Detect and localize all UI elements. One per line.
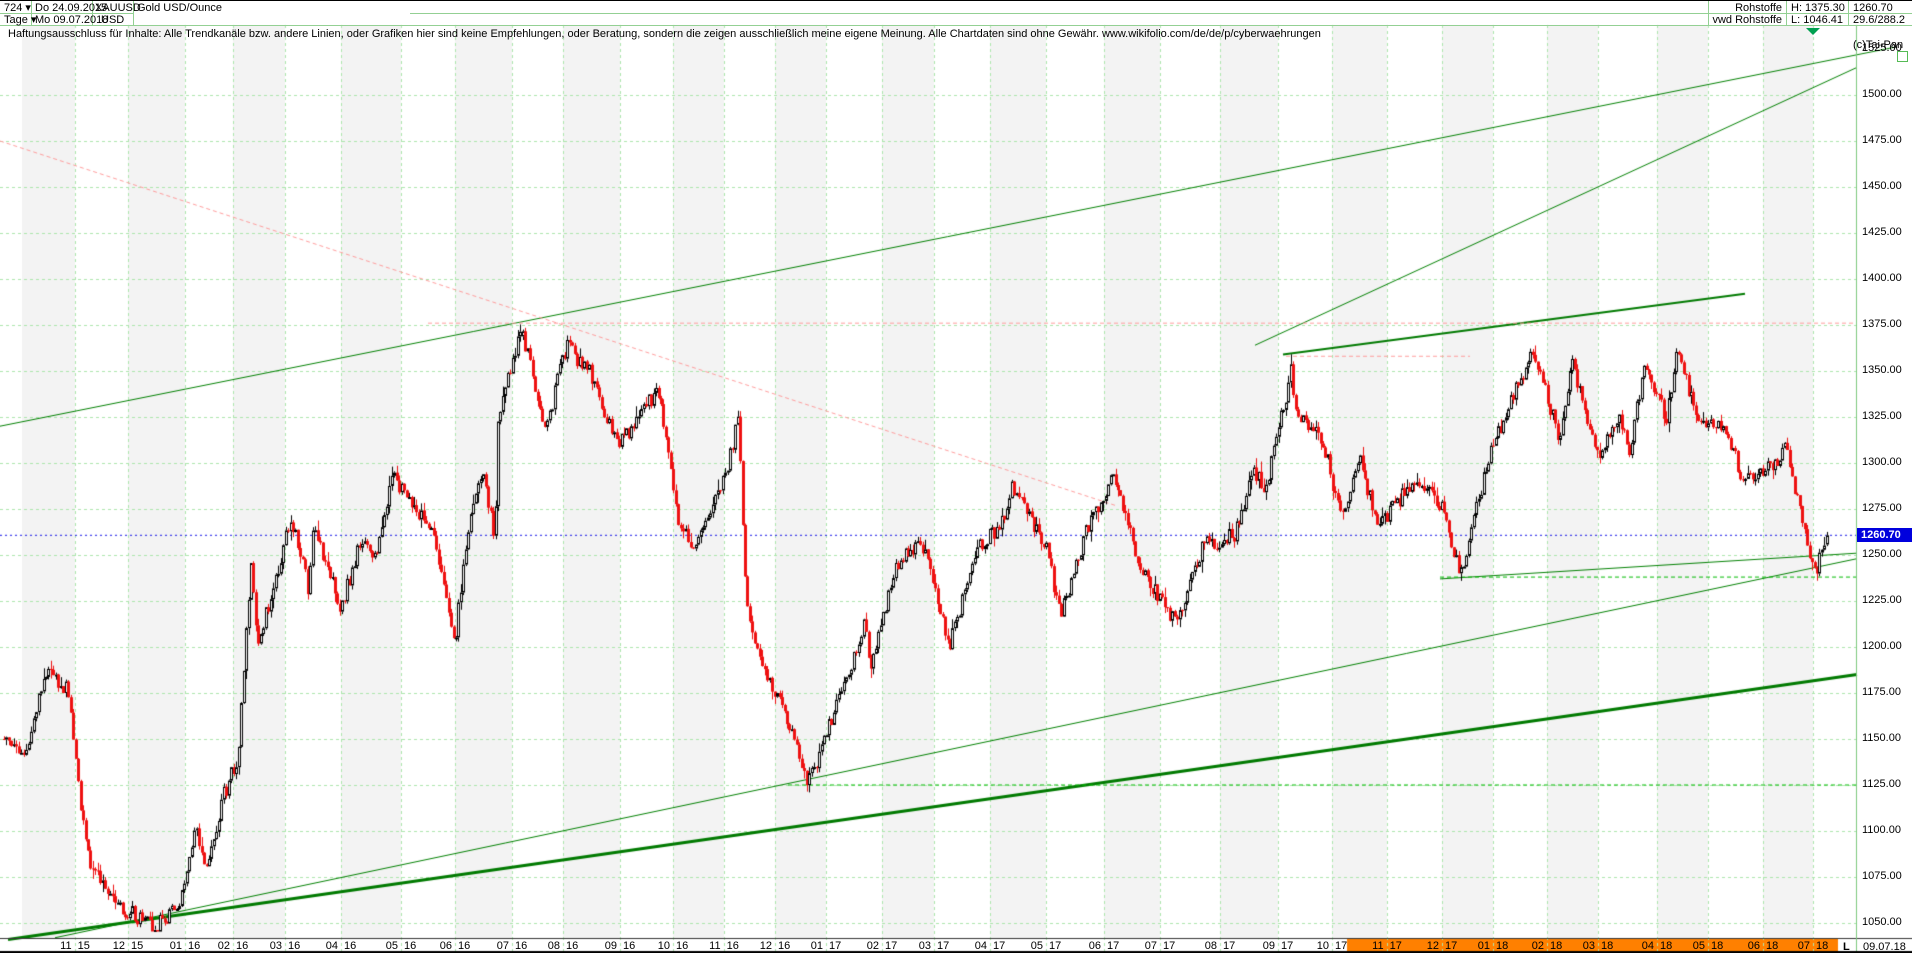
last-price-header: 1260.70 — [1853, 2, 1893, 14]
y-axis-label: 1425.00 — [1862, 226, 1902, 238]
last-date-label: 09.07.18 — [1863, 941, 1906, 953]
end-date: Mo 09.07.2018 — [35, 14, 109, 26]
x-axis-month-label: 03 17 — [918, 940, 950, 952]
x-axis-month-label: 01 16 — [169, 940, 201, 952]
x-axis-month-label: 03 18 — [1582, 940, 1614, 952]
y-axis-label: 1100.00 — [1862, 824, 1901, 836]
feed-label: vwd Rohstoffe — [1712, 14, 1782, 26]
x-axis-month-label: 10 16 — [657, 940, 689, 952]
x-axis-month-label: 10 17 — [1316, 940, 1348, 952]
x-axis-month-label: 11 17 — [1372, 940, 1402, 952]
x-axis-month-label: 05 18 — [1692, 940, 1724, 952]
y-axis-label: 1350.00 — [1862, 364, 1902, 376]
y-axis-label: 1200.00 — [1862, 640, 1902, 652]
instrument-title: Gold USD/Ounce — [137, 2, 222, 14]
x-axis-month-label: 06 16 — [439, 940, 471, 952]
disclaimer-text: Haftungsausschluss für Inhalte: Alle Tre… — [8, 28, 1321, 40]
x-axis-month-label: 02 17 — [866, 940, 898, 952]
y-axis-label: 1050.00 — [1862, 916, 1902, 928]
currency-label: USD — [101, 14, 125, 26]
y-axis-label: 1450.00 — [1862, 180, 1902, 192]
chart-handle-icon[interactable] — [1897, 51, 1908, 62]
x-axis-month-label: 06 18 — [1747, 940, 1779, 952]
header-bottom-border — [0, 25, 1912, 26]
y-axis-label: 1175.00 — [1862, 686, 1901, 698]
period-high-label: H: 1375.30 — [1791, 2, 1845, 14]
range-info-label: 29.6/288.2 — [1853, 14, 1905, 26]
y-axis-label: 1275.00 — [1862, 502, 1902, 514]
x-axis-month-label: 01 18 — [1477, 940, 1509, 952]
y-axis-label: 1075.00 — [1862, 870, 1902, 882]
x-axis-month-label: 12 16 — [759, 940, 791, 952]
group-label: Rohstoffe — [1735, 2, 1782, 14]
chevron-down-icon: ▾ — [30, 14, 37, 26]
x-axis-month-label: 12 17 — [1426, 940, 1458, 952]
header-row-divider — [0, 13, 133, 14]
x-axis-month-label: 05 17 — [1030, 940, 1062, 952]
y-axis-label: 1475.00 — [1862, 134, 1902, 146]
last-price-tag: 1260.70 — [1857, 528, 1912, 542]
header-divider — [133, 1, 134, 25]
x-axis-month-label: 07 18 — [1797, 940, 1829, 952]
x-axis-month-label: 06 17 — [1088, 940, 1120, 952]
y-axis-label: 1525.00 — [1862, 42, 1902, 54]
x-axis-month-label: 03 16 — [269, 940, 301, 952]
y-axis-label: 1250.00 — [1862, 548, 1902, 560]
symbol-label: XAUUSD — [95, 2, 141, 14]
x-axis-month-label: 08 16 — [547, 940, 579, 952]
y-axis-label: 1325.00 — [1862, 410, 1902, 422]
x-axis-month-label: 04 16 — [325, 940, 357, 952]
y-axis-label: 1400.00 — [1862, 272, 1902, 284]
period-low-label: L: 1046.41 — [1791, 14, 1843, 26]
copyright-label: (c)Tai-Pan — [1853, 39, 1904, 51]
x-axis-month-label: 11 16 — [709, 940, 739, 952]
x-axis-month-label: 09 16 — [604, 940, 636, 952]
start-date: Do 24.09.2015 — [35, 2, 108, 14]
chevron-down-icon: ▾ — [25, 2, 31, 14]
y-axis-label: 1500.00 — [1862, 88, 1902, 100]
x-axis-month-label: 02 16 — [217, 940, 249, 952]
x-axis-month-label: 11 15 — [60, 940, 90, 952]
y-axis-label: 1150.00 — [1862, 732, 1901, 744]
x-axis-month-label: 02 18 — [1531, 940, 1563, 952]
x-axis-month-label: 07 17 — [1144, 940, 1176, 952]
x-axis-month-label: 07 16 — [496, 940, 528, 952]
x-axis-month-label: 09 17 — [1262, 940, 1294, 952]
last-marker-label: L — [1843, 941, 1850, 953]
y-axis-label: 1125.00 — [1862, 778, 1901, 790]
y-axis-label: 1300.00 — [1862, 456, 1902, 468]
period-dropdown[interactable]: Tage ▾ — [4, 14, 37, 26]
x-axis-month-label: 05 16 — [385, 940, 417, 952]
header-row-divider — [410, 13, 1912, 14]
x-axis-month-label: 01 17 — [810, 940, 842, 952]
y-axis-label: 1375.00 — [1862, 318, 1902, 330]
x-axis-month-label: 04 17 — [974, 940, 1006, 952]
bars-count-dropdown[interactable]: 724 ▾ — [4, 2, 31, 14]
x-axis-month-label: 04 18 — [1641, 940, 1673, 952]
y-axis-label: 1225.00 — [1862, 594, 1902, 606]
x-axis-month-label: 08 17 — [1204, 940, 1236, 952]
latest-bar-marker-icon — [1806, 28, 1820, 35]
x-axis-month-label: 12 15 — [112, 940, 144, 952]
